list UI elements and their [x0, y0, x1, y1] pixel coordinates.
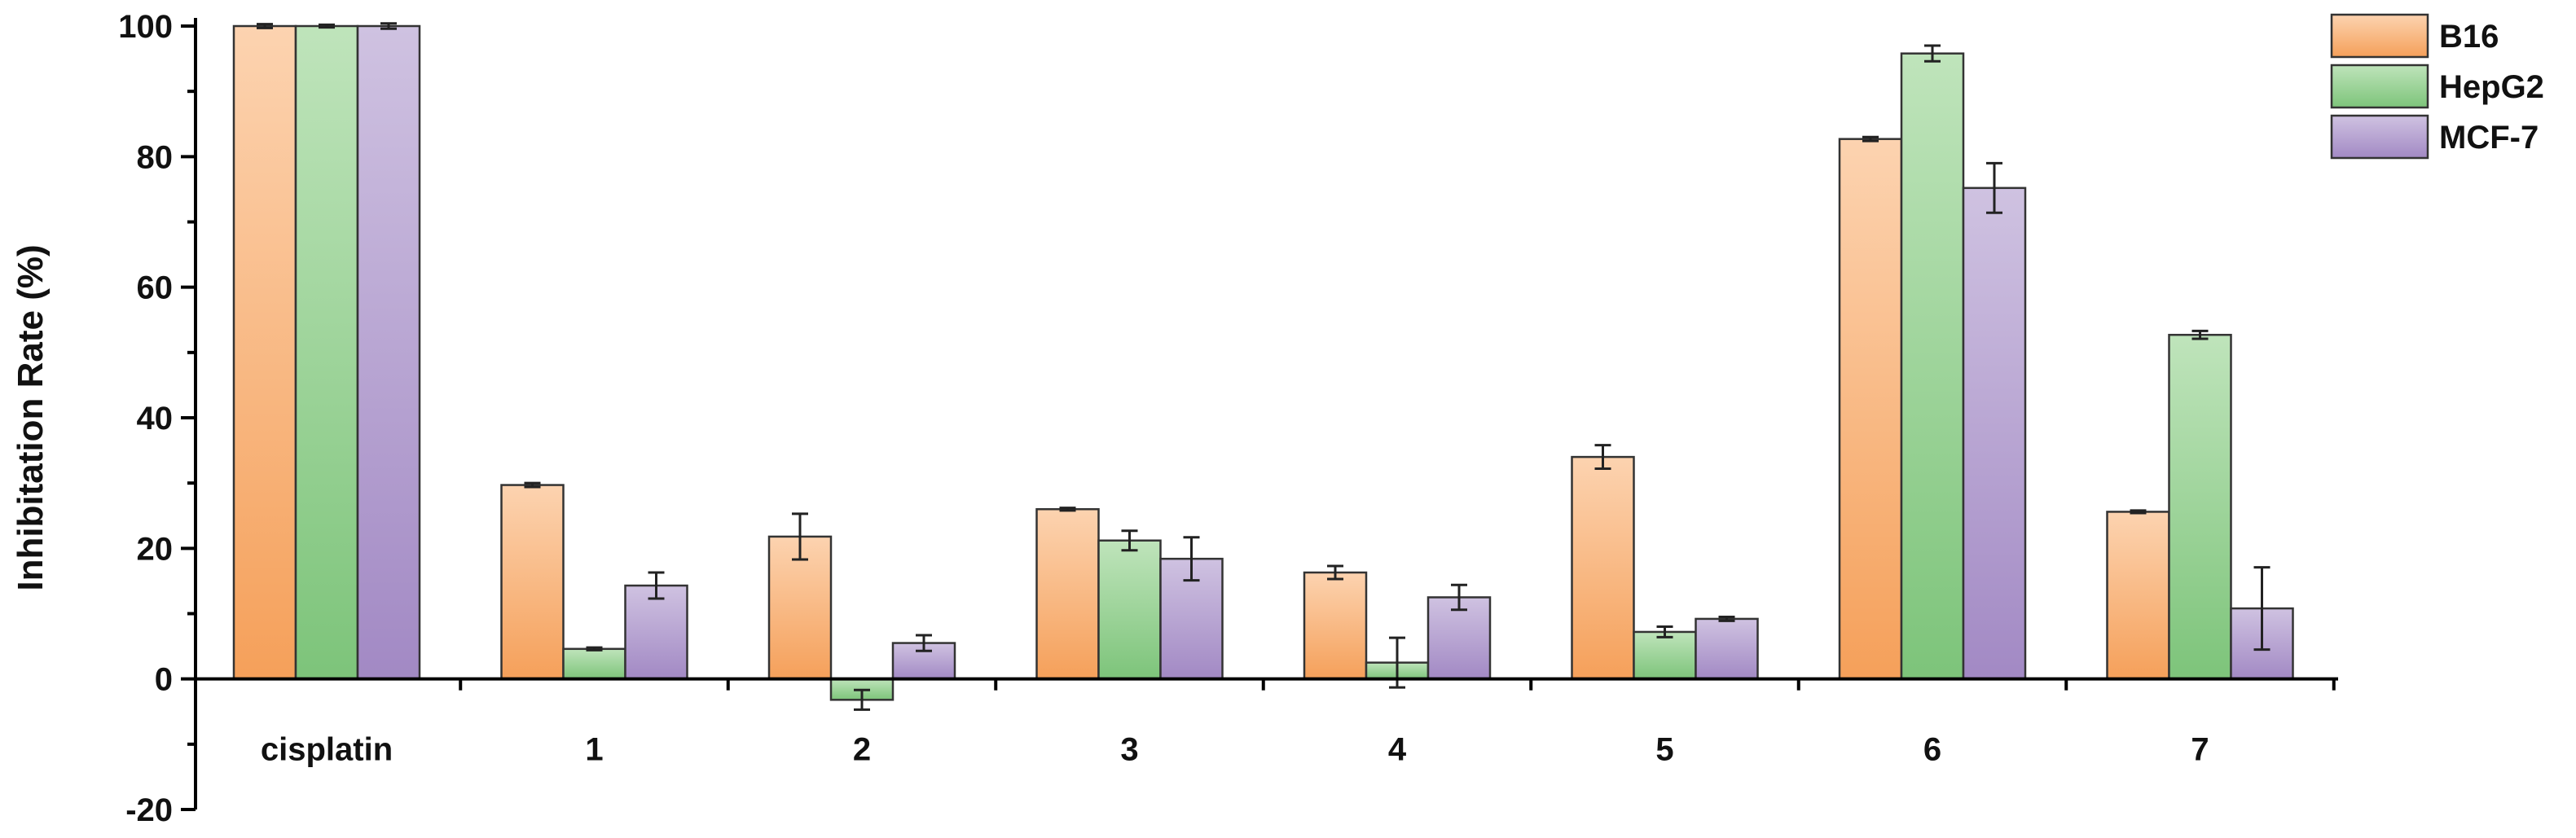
error-bar-mcf-7-2: [916, 634, 932, 652]
y-tick-label: -20: [125, 792, 173, 828]
y-tick-label: 0: [155, 662, 173, 698]
error-bar-hepg2-7: [2191, 329, 2209, 340]
bar-b16-6: [1838, 138, 1903, 680]
legend-label-hepg2: HepG2: [2439, 69, 2544, 105]
error-bar-hepg2-2: [854, 688, 870, 711]
error-bar-mcf-7-1: [648, 571, 665, 600]
category-label-5: 5: [1655, 732, 1673, 768]
axes-layer: [181, 18, 2338, 811]
error-bar-b16-6: [1862, 135, 1879, 143]
error-bar-mcf-7-5: [1718, 616, 1735, 622]
bar-mcf-7-cisplatin: [356, 24, 421, 680]
error-bar-mcf-7-7: [2253, 566, 2270, 652]
bar-b16-4: [1303, 571, 1368, 680]
error-bar-mcf-7-4: [1451, 583, 1467, 612]
bar-hepg2-7: [2168, 333, 2232, 680]
category-label-4: 4: [1388, 732, 1407, 768]
legend-swatch-b16: [2330, 13, 2429, 59]
error-bar-hepg2-1: [586, 646, 603, 652]
error-bar-mcf-7-cisplatin: [380, 22, 397, 30]
bar-b16-7: [2106, 511, 2170, 680]
y-tick-label: 40: [137, 401, 174, 437]
y-tick-label: 80: [137, 139, 174, 175]
legend-swatch-hepg2: [2330, 64, 2429, 109]
labels-layer: cisplatin 1 2 3 4 5 6 7 -20 0 20 40 60 80 100 Inhibitat…: [11, 9, 2209, 828]
legend-label-b16: B16: [2439, 19, 2499, 55]
error-bar-b16-4: [1327, 564, 1343, 581]
category-label-6: 6: [1923, 732, 1941, 768]
bar-hepg2-3: [1097, 539, 1162, 680]
bars-layer: [232, 22, 2294, 711]
error-bar-mcf-7-6: [1986, 161, 2002, 214]
category-label-1: 1: [585, 732, 603, 768]
error-bar-b16-cisplatin: [257, 23, 273, 29]
bar-b16-1: [500, 484, 565, 680]
bar-b16-3: [1035, 507, 1100, 680]
error-bar-b16-7: [2130, 509, 2147, 515]
error-bar-hepg2-6: [1924, 44, 1941, 63]
bar-mcf-7-1: [624, 584, 688, 680]
bar-hepg2-5: [1633, 630, 1697, 680]
error-bar-hepg2-3: [1121, 529, 1138, 552]
legend-swatch-mcf-7: [2330, 114, 2429, 160]
category-label-3: 3: [1120, 732, 1138, 768]
bar-b16-cisplatin: [232, 24, 297, 680]
error-bar-mcf-7-3: [1183, 536, 1200, 582]
category-label-cisplatin: cisplatin: [261, 732, 393, 768]
error-bar-b16-1: [524, 481, 541, 489]
bar-mcf-7-6: [1962, 186, 2027, 680]
error-bar-hepg2-cisplatin: [319, 23, 335, 29]
legend: B16 HepG2 MCF-7: [2330, 13, 2544, 160]
bar-hepg2-cisplatin: [294, 24, 359, 680]
category-label-2: 2: [853, 732, 871, 768]
bar-mcf-7-5: [1695, 617, 1759, 680]
category-label-7: 7: [2191, 732, 2209, 768]
y-tick-label: 100: [118, 9, 173, 45]
y-tick-label: 60: [137, 270, 174, 306]
y-axis-title: Inhibitation Rate (%): [11, 244, 51, 590]
bar-b16-5: [1571, 455, 1635, 680]
y-tick-label: 20: [137, 531, 174, 567]
error-bar-hepg2-5: [1656, 625, 1673, 638]
error-bar-b16-3: [1059, 507, 1076, 512]
bar-hepg2-1: [562, 647, 626, 680]
error-bar-b16-5: [1594, 444, 1611, 471]
bar-hepg2-6: [1900, 52, 1965, 680]
legend-label-mcf-7: MCF-7: [2439, 120, 2539, 156]
error-bar-b16-2: [792, 512, 808, 561]
